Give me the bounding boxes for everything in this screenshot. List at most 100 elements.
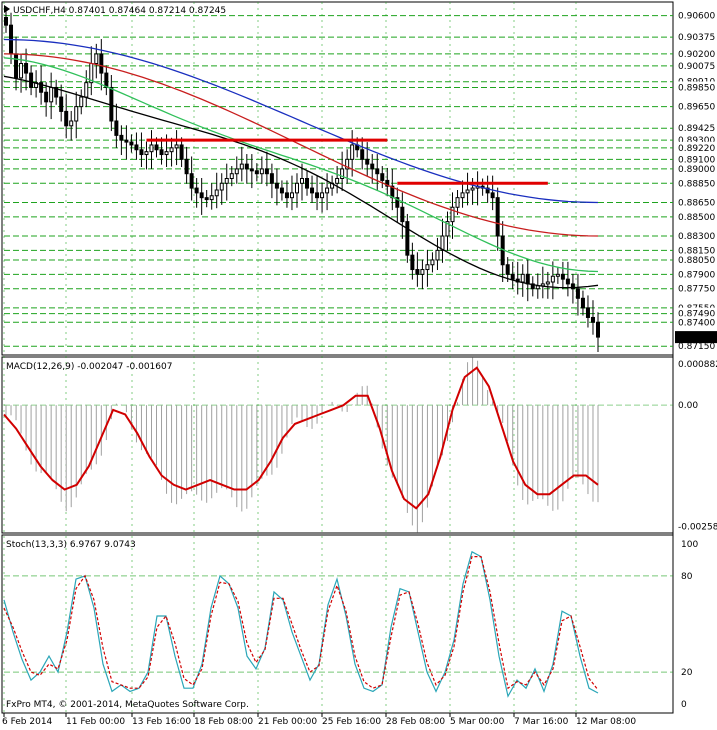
candle-body xyxy=(505,264,510,275)
candle-body xyxy=(590,316,595,323)
price-tick-label: 0.88300 xyxy=(678,232,715,242)
candle-body xyxy=(24,63,29,74)
candle-body xyxy=(284,192,289,199)
stoch-panel-title: Stoch(13,3,3) 6.9767 9.0743 xyxy=(6,540,136,550)
candle-body xyxy=(495,197,500,237)
x-axis-label: 13 Feb 16:00 xyxy=(132,717,191,727)
price-panel-title: USDCHF,H4 0.87401 0.87464 0.87214 0.8724… xyxy=(13,6,226,16)
price-tick-box xyxy=(676,316,716,328)
price-tick-label: 0.89650 xyxy=(678,103,715,113)
price-tick-box xyxy=(676,9,716,21)
candle-body xyxy=(565,278,570,285)
candle-body xyxy=(465,189,470,194)
candle-body xyxy=(79,96,84,108)
current-price-label: 0.87245 xyxy=(678,333,715,343)
candle-body xyxy=(59,96,64,112)
candle-body xyxy=(425,264,430,271)
price-tick-box xyxy=(676,31,716,43)
stoch-tick-label: 80 xyxy=(681,572,693,582)
price-tick-box xyxy=(676,81,716,93)
moving-average-line xyxy=(3,75,599,289)
candle-body xyxy=(239,163,244,170)
price-tick-label: 0.89000 xyxy=(678,165,715,175)
x-axis-label: 5 Mar 00:00 xyxy=(450,717,505,727)
candle-body xyxy=(400,206,405,223)
candle-body xyxy=(134,144,139,151)
candle-body xyxy=(335,178,340,184)
candle-body xyxy=(520,273,525,283)
candle-body xyxy=(380,173,385,181)
macd-tick-label: 0.000882 xyxy=(678,360,717,370)
candle-body xyxy=(149,144,154,153)
candle-body xyxy=(570,283,575,290)
candle-body xyxy=(44,91,49,103)
candle-body xyxy=(199,192,204,199)
candle-body xyxy=(69,120,74,127)
candle-body xyxy=(450,206,455,223)
stoch-main-line xyxy=(3,550,599,698)
candle-body xyxy=(169,147,174,153)
price-tick-box xyxy=(676,75,716,87)
candle-body xyxy=(490,192,495,199)
price-tick-label: 0.89220 xyxy=(678,144,715,154)
macd-tick-label: 0.00 xyxy=(678,401,698,411)
candle-body xyxy=(219,182,224,191)
x-axis-label: 6 Feb 2014 xyxy=(2,717,53,727)
candle-body xyxy=(445,221,450,237)
candle-body xyxy=(154,144,159,151)
candle-body xyxy=(119,134,124,141)
candle-body xyxy=(194,187,199,194)
price-tick-box xyxy=(676,244,716,256)
candle-body xyxy=(189,173,194,189)
price-tick-box xyxy=(676,141,716,153)
candle-body xyxy=(259,168,264,175)
candle-body xyxy=(455,197,460,208)
candle-body xyxy=(244,163,249,170)
candle-body xyxy=(470,187,475,191)
candle-body xyxy=(410,254,415,271)
price-tick-box xyxy=(676,59,716,71)
candle-body xyxy=(139,149,144,156)
candle-body xyxy=(325,187,330,194)
candle-body xyxy=(254,170,259,175)
candle-body xyxy=(4,17,8,26)
x-axis-label: 25 Feb 16:00 xyxy=(322,717,381,727)
candle-body xyxy=(124,139,129,143)
price-tick-box xyxy=(676,230,716,241)
candle-body xyxy=(94,53,99,65)
moving-average-line xyxy=(3,53,599,237)
price-tick-label: 0.90200 xyxy=(678,50,715,60)
candle-body xyxy=(224,178,229,184)
candle-body xyxy=(580,297,585,309)
price-tick-box xyxy=(676,134,716,146)
candle-body xyxy=(184,158,189,175)
price-tick-label: 0.89850 xyxy=(678,83,715,93)
candles-group xyxy=(4,9,600,352)
price-tick-label: 0.87150 xyxy=(678,342,715,352)
price-tick-label: 0.88650 xyxy=(678,198,715,208)
candle-body xyxy=(269,173,274,184)
price-tick-box xyxy=(676,282,716,294)
candle-body xyxy=(485,187,490,194)
candle-body xyxy=(289,192,294,199)
price-tick-box xyxy=(676,153,716,165)
candle-body xyxy=(249,168,254,172)
price-tick-box xyxy=(676,177,716,189)
price-tick-label: 0.90075 xyxy=(678,62,715,72)
candle-body xyxy=(385,179,390,187)
x-axis-label: 7 Mar 16:00 xyxy=(514,717,569,727)
stoch-signal-line xyxy=(3,556,599,691)
candle-body xyxy=(310,187,315,194)
candle-body xyxy=(370,163,375,170)
price-tick-box xyxy=(676,301,716,313)
candle-body xyxy=(84,82,89,98)
candle-body xyxy=(555,273,560,277)
candle-body xyxy=(14,53,19,79)
macd-panel-frame xyxy=(1,356,674,534)
price-tick-label: 0.88850 xyxy=(678,179,715,189)
x-axis-label: 18 Feb 08:00 xyxy=(194,717,253,727)
candle-body xyxy=(204,197,209,201)
price-tick-label: 0.87900 xyxy=(678,270,715,280)
